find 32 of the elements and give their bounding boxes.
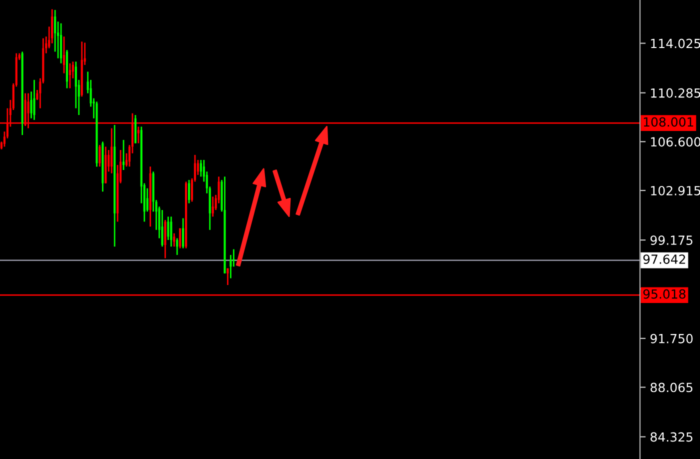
candlestick (212, 196, 214, 218)
y-tick-label: 102.915 (651, 186, 700, 196)
ref-line-label: 108.001 (644, 117, 694, 127)
candlestick (110, 128, 113, 174)
candlestick (182, 218, 184, 250)
candlestick (98, 144, 101, 168)
y-tick-label: 99.175 (650, 236, 692, 245)
candlestick (122, 139, 125, 171)
y-tick-label: 84.325 (650, 432, 692, 442)
y-tick-label: 88.065 (650, 382, 692, 392)
candlestick (137, 126, 140, 144)
y-tick-label: 91.750 (650, 334, 693, 344)
candlestick (196, 159, 199, 176)
y-tick-label: 110.285 (651, 88, 700, 98)
candlestick (170, 216, 172, 248)
candlestick (68, 62, 71, 89)
candlestick (51, 8, 54, 44)
candlestick (161, 209, 164, 248)
ref-line-label: 97.642 (643, 254, 686, 264)
candlestick (60, 22, 62, 64)
candlestick (62, 36, 66, 74)
candlestick (226, 268, 229, 286)
candlestick (176, 238, 178, 256)
candlestick (146, 188, 148, 212)
y-tick-label: 114.025 (651, 38, 700, 48)
candlestick (188, 179, 190, 204)
candlestick (179, 228, 182, 250)
candlestick (33, 79, 36, 121)
ref-line-label: 95.018 (643, 289, 686, 299)
candlestick (173, 232, 176, 248)
candlestick (164, 219, 166, 259)
candlestick (200, 159, 202, 178)
